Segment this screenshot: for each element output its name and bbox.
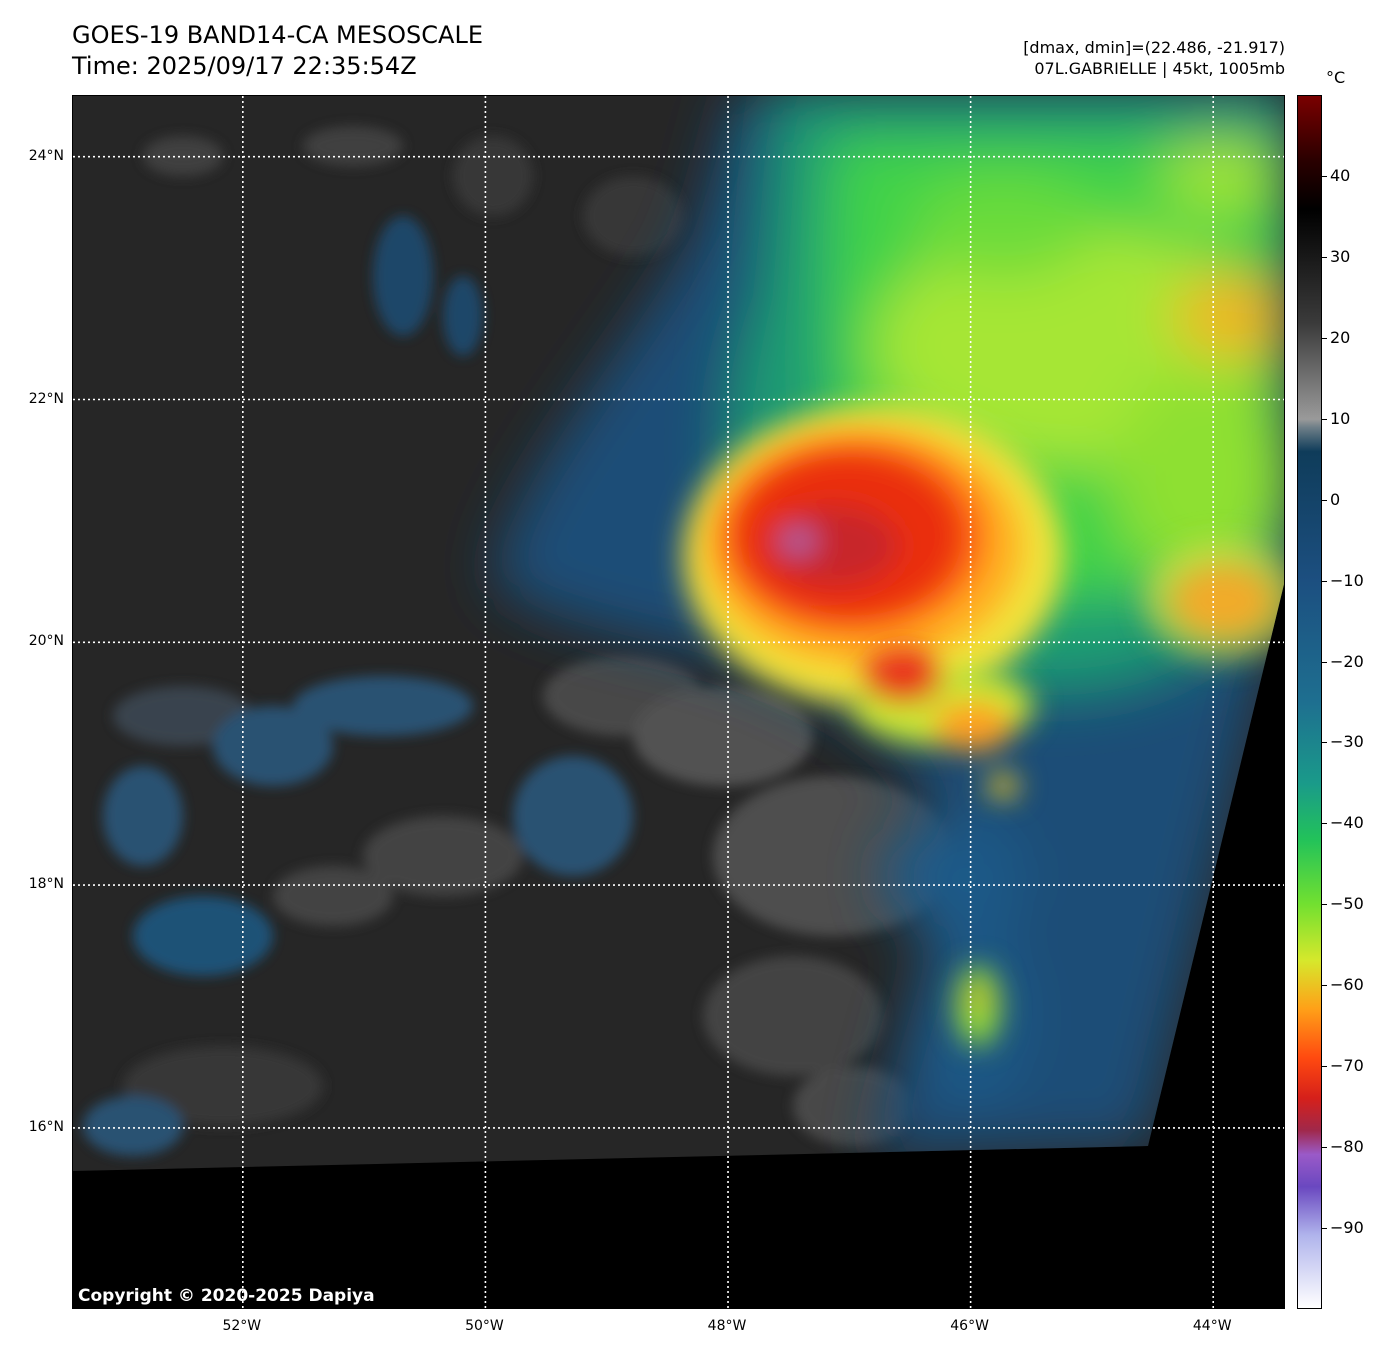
colorbar-tick <box>1322 661 1327 663</box>
colorbar-tick <box>1322 175 1327 177</box>
colorbar-tick <box>1322 580 1327 582</box>
colorbar-tick-label: −70 <box>1330 1056 1364 1076</box>
chart-title: GOES-19 BAND14-CA MESOSCALE <box>72 21 483 49</box>
imagery-swath <box>73 96 1284 1171</box>
colorbar-tick-label: −30 <box>1330 732 1364 752</box>
colorbar-tick <box>1322 418 1327 420</box>
longitude-label: 48°W <box>707 1318 747 1334</box>
latitude-label: 20°N <box>28 633 64 650</box>
longitude-label: 44°W <box>1192 1318 1232 1334</box>
colorbar-tick <box>1322 337 1327 339</box>
latitude-label: 18°N <box>28 876 64 893</box>
latitude-label: 24°N <box>28 147 64 164</box>
colorbar-tick <box>1322 1147 1327 1149</box>
longitude-label: 50°W <box>465 1318 504 1334</box>
colorbar-tick <box>1322 823 1327 825</box>
colorbar-tick-label: −50 <box>1330 894 1364 914</box>
infrared-imagery: Copyright © 2020-2025 Dapiya <box>73 96 1284 1308</box>
colorbar-tick <box>1322 1228 1327 1230</box>
colorbar-tick <box>1322 1066 1327 1068</box>
satellite-map[interactable]: Copyright © 2020-2025 Dapiya <box>72 95 1285 1309</box>
graticule <box>73 96 1284 1308</box>
colorbar-tick-label: 0 <box>1330 489 1341 509</box>
colorbar-tick <box>1322 904 1327 906</box>
latitude-label: 22°N <box>28 390 64 407</box>
colorbar-tick-label: −80 <box>1330 1137 1364 1157</box>
latitude-label: 16°N <box>28 1118 64 1135</box>
longitude-label: 46°W <box>950 1318 989 1334</box>
colorbar-tick-label: 20 <box>1330 327 1351 347</box>
colorbar-tick-label: −60 <box>1330 975 1364 995</box>
colorbar-tick-label: 10 <box>1330 408 1351 428</box>
colorbar-tick <box>1322 985 1327 987</box>
colorbar-tick-label: 30 <box>1330 246 1351 266</box>
longitude-label: 52°W <box>222 1318 262 1334</box>
colorbar-tick-label: −10 <box>1330 570 1364 590</box>
colorbar-tick-label: 40 <box>1330 165 1351 185</box>
colorbar-tick-label: −20 <box>1330 651 1364 671</box>
colorbar-tick <box>1322 742 1327 744</box>
copyright-notice: Copyright © 2020-2025 Dapiya <box>78 1286 375 1306</box>
observation-time: Time: 2025/09/17 22:35:54Z <box>72 52 417 80</box>
storm-info-label: 07L.GABRIELLE | 45kt, 1005mb <box>1034 59 1285 78</box>
colorbar-tick-label: −90 <box>1330 1218 1364 1238</box>
data-range-label: [dmax, dmin]=(22.486, -21.917) <box>1023 38 1285 57</box>
colorbar-tick-label: −40 <box>1330 813 1364 833</box>
colorbar-unit: °C <box>1326 68 1346 87</box>
colorbar <box>1297 95 1322 1309</box>
colorbar-tick <box>1322 499 1327 501</box>
colorbar-tick <box>1322 256 1327 258</box>
